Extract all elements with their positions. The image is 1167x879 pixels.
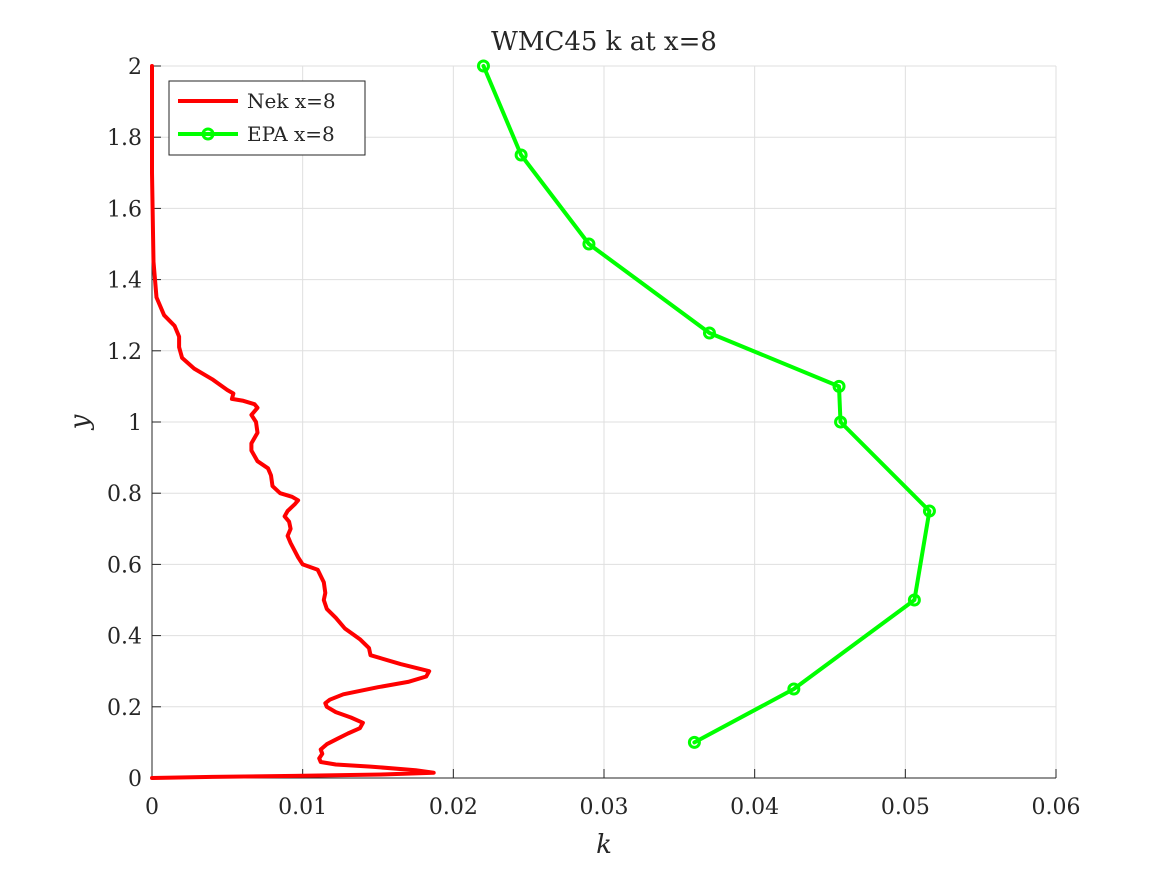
x-tick-label-3: 0.03: [580, 795, 629, 820]
series-1-point-2: [907, 593, 921, 607]
y-axis-label: y: [65, 414, 95, 430]
series-1-point-7: [582, 237, 596, 251]
legend-label-epa: EPA x=8: [247, 122, 335, 146]
y-tick-label-3: 0.6: [107, 553, 142, 578]
y-tick-label-8: 1.6: [107, 197, 142, 222]
x-tick-label-4: 0.04: [730, 795, 779, 820]
y-tick-label-5: 1: [128, 411, 142, 436]
y-tick-label-1: 0.2: [107, 696, 142, 721]
series-1-point-8: [514, 148, 528, 162]
y-tick-label-9: 1.8: [107, 126, 142, 151]
series-1-point-5: [832, 379, 846, 393]
x-tick-label-0: 0: [145, 795, 159, 820]
x-tick-label-6: 0.06: [1032, 795, 1081, 820]
series-line-0: [150, 64, 436, 780]
y-tick-label-2: 0.4: [107, 625, 142, 650]
series-line-1: [481, 64, 932, 745]
series-1-point-9: [476, 59, 490, 73]
y-tick-label-6: 1.2: [107, 340, 142, 365]
legend-marker-epa: [201, 127, 215, 141]
y-tick-label-10: 2: [128, 55, 142, 80]
x-tick-label-1: 0.01: [278, 795, 327, 820]
x-tick-label-2: 0.02: [429, 795, 478, 820]
y-tick-label-7: 1.4: [107, 269, 142, 294]
data-series: [150, 59, 936, 780]
series-1-point-4: [834, 415, 848, 429]
y-tick-label-0: 0: [128, 767, 142, 792]
x-axis-ticks: 0 0.01 0.02 0.03 0.04 0.05 0.06: [145, 769, 1080, 820]
y-tick-label-4: 0.8: [107, 482, 142, 507]
series-1-point-1: [787, 682, 801, 696]
legend: Nek x=8 EPA x=8: [168, 80, 366, 156]
legend-box: [168, 80, 366, 156]
chart-title: WMC45 k at x=8: [491, 27, 717, 57]
series-1-point-0: [687, 735, 701, 749]
x-tick-label-5: 0.05: [881, 795, 930, 820]
series-1-point-3: [922, 504, 936, 518]
y-axis-ticks: 0 0.2 0.4 0.6 0.8 1 1.2 1.4 1.6 1.8 2: [107, 55, 161, 792]
x-axis-label: k: [596, 830, 612, 860]
series-1-point-6: [702, 326, 716, 340]
legend-label-nek: Nek x=8: [247, 89, 336, 113]
